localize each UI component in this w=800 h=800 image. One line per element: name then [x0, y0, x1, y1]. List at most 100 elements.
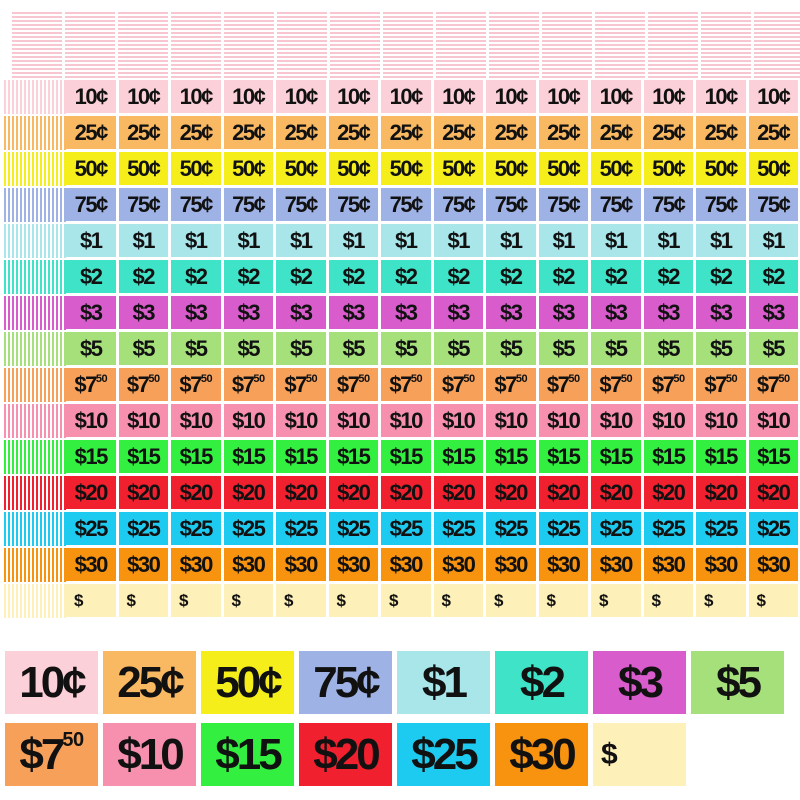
price-sticker-d15: $15	[223, 440, 273, 473]
price-sticker-10c: 10¢	[486, 80, 536, 113]
price-label: 50¢	[127, 155, 161, 181]
price-label: 50¢	[74, 155, 109, 181]
price-label: $5	[185, 335, 208, 361]
stack-edge-band	[4, 116, 66, 150]
price-cents-superscript: 50	[305, 373, 318, 385]
price-label: $30	[232, 551, 266, 577]
price-sticker-50c: 50¢	[486, 152, 536, 185]
price-label: $20	[74, 479, 109, 505]
price-label: $25	[442, 515, 476, 541]
price-sticker-d25: $25	[538, 512, 588, 545]
price-label: 75¢	[337, 191, 371, 217]
price-sticker-d750: $7 50	[276, 368, 326, 401]
price-label: 50¢	[232, 155, 266, 181]
price-label: $10	[494, 407, 529, 433]
price-label: $25	[599, 515, 634, 541]
price-sticker-d: $	[538, 584, 588, 617]
price-label: $5	[500, 335, 523, 361]
price-label: $10	[284, 407, 319, 433]
price-sticker-75c: 75¢	[591, 188, 641, 221]
price-sticker-d25: $25	[696, 512, 746, 545]
price-sticker-d15: $15	[538, 440, 588, 473]
price-sticker-25c: 25¢	[748, 116, 798, 149]
price-sticker-d25: $25	[433, 512, 483, 545]
price-cents-superscript: 50	[95, 373, 108, 385]
price-sticker-10c: 10¢	[276, 80, 326, 113]
price-label: $10	[757, 407, 791, 433]
price-label: $25	[232, 515, 266, 541]
price-label: $3	[552, 299, 576, 325]
price-sticker-10c: 10¢	[66, 80, 116, 113]
price-sticker-d30: $30	[433, 548, 483, 581]
price-label: $5	[290, 335, 313, 361]
price-label: $1	[605, 227, 628, 253]
sheet-stack-top-edge	[12, 12, 800, 82]
price-label: $1	[552, 227, 576, 253]
price-sticker-d750: $7 50	[591, 368, 641, 401]
price-label: 10¢	[547, 83, 581, 109]
price-sticker-d750: $7 50	[223, 368, 273, 401]
price-sticker-d3: $3	[276, 296, 326, 329]
price-label: $7	[284, 371, 307, 397]
price-label: $25	[494, 515, 529, 541]
price-sticker-25c: 25¢	[643, 116, 693, 149]
price-sticker-75c: 75¢	[696, 188, 746, 221]
price-sticker-75c: 75¢	[486, 188, 536, 221]
price-label: $15	[337, 443, 371, 469]
price-sticker-d3: $3	[748, 296, 798, 329]
price-label: $20	[284, 479, 319, 505]
price-sticker-d5: $5	[276, 332, 326, 365]
sticker-grid: 10¢ 10¢ 10¢ 10¢ 10¢ 10¢ 10¢ 10¢ 10¢ 10¢ 10¢ 10¢ 10¢ 1…	[66, 80, 800, 617]
price-sticker-d15: $15	[276, 440, 326, 473]
price-label: $	[494, 590, 503, 610]
price-sticker-25c: 25¢	[538, 116, 588, 149]
price-sticker-d30: $30	[643, 548, 693, 581]
price-sticker-25c: 25¢	[223, 116, 273, 149]
price-sticker-d2: $2	[538, 260, 588, 293]
price-label: $	[231, 590, 241, 610]
price-label: $	[704, 590, 713, 610]
price-label: $7	[74, 371, 97, 397]
price-sticker-d5: $5	[223, 332, 273, 365]
price-label: 10¢	[599, 83, 634, 109]
price-sticker-50c: 50¢	[433, 152, 483, 185]
price-label: $30	[337, 551, 371, 577]
price-sticker-d20: $20	[118, 476, 168, 509]
stack-edge-band	[4, 152, 66, 186]
price-label: 10¢	[494, 83, 529, 109]
price-sticker-d15: $15	[591, 440, 641, 473]
price-label: $5	[80, 335, 103, 361]
price-sticker-d3: $3	[328, 296, 378, 329]
price-label: 10¢	[284, 83, 319, 109]
price-label: $30	[179, 551, 214, 577]
price-label: $	[546, 590, 556, 610]
price-label: $7	[494, 371, 517, 397]
price-cents-superscript: 50	[620, 373, 633, 385]
price-sticker-d2: $2	[433, 260, 483, 293]
price-sticker-d30: $30	[748, 548, 798, 581]
price-label: 50¢	[215, 657, 282, 707]
price-label: 50¢	[599, 155, 634, 181]
price-label: $2	[237, 263, 261, 289]
price-sticker-d25: $25	[118, 512, 168, 545]
stack-edge-band	[4, 548, 66, 582]
price-label: 75¢	[284, 191, 319, 217]
price-label: $10	[389, 407, 424, 433]
stack-edge-band	[4, 368, 66, 402]
price-label: 25¢	[757, 119, 791, 145]
price-sticker-10c: 10¢	[171, 80, 221, 113]
price-sticker-25c: 25¢	[276, 116, 326, 149]
price-label: 50¢	[389, 155, 424, 181]
price-label: $1	[762, 227, 786, 253]
price-label: 25¢	[494, 119, 529, 145]
price-label: 10¢	[74, 83, 109, 109]
price-label: $15	[215, 729, 282, 779]
price-sticker-d: $	[223, 584, 273, 617]
price-label: 25¢	[547, 119, 581, 145]
price-label: $3	[618, 657, 664, 707]
price-sticker-d2: $2	[591, 260, 641, 293]
price-sticker-d: $	[486, 584, 536, 617]
price-sticker-10c: 10¢	[643, 80, 693, 113]
price-sticker-d2: $2	[171, 260, 221, 293]
stack-edge-band	[4, 476, 66, 510]
